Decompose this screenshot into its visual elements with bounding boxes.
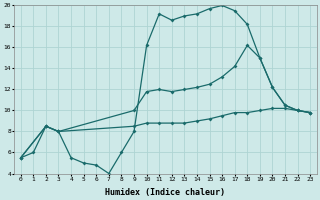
X-axis label: Humidex (Indice chaleur): Humidex (Indice chaleur) bbox=[106, 188, 226, 197]
